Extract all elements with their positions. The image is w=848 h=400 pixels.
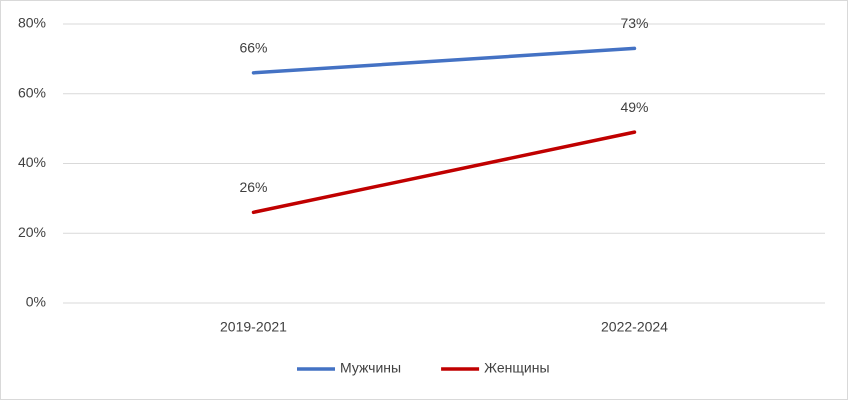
y-tick-label: 80% (18, 15, 46, 31)
data-label: 26% (239, 179, 267, 195)
data-label: 66% (239, 40, 267, 56)
x-tick-label: 2022-2024 (601, 319, 668, 335)
legend-label: Мужчины (340, 360, 401, 376)
y-tick-label: 0% (26, 294, 46, 310)
y-tick-label: 40% (18, 154, 46, 170)
y-tick-label: 60% (18, 84, 46, 100)
data-label: 73% (620, 15, 648, 31)
data-label: 49% (620, 99, 648, 115)
y-tick-label: 20% (18, 224, 46, 240)
series-line (251, 46, 637, 75)
legend-label: Женщины (484, 360, 549, 376)
x-tick-label: 2019-2021 (220, 319, 287, 335)
series-line (251, 130, 637, 215)
